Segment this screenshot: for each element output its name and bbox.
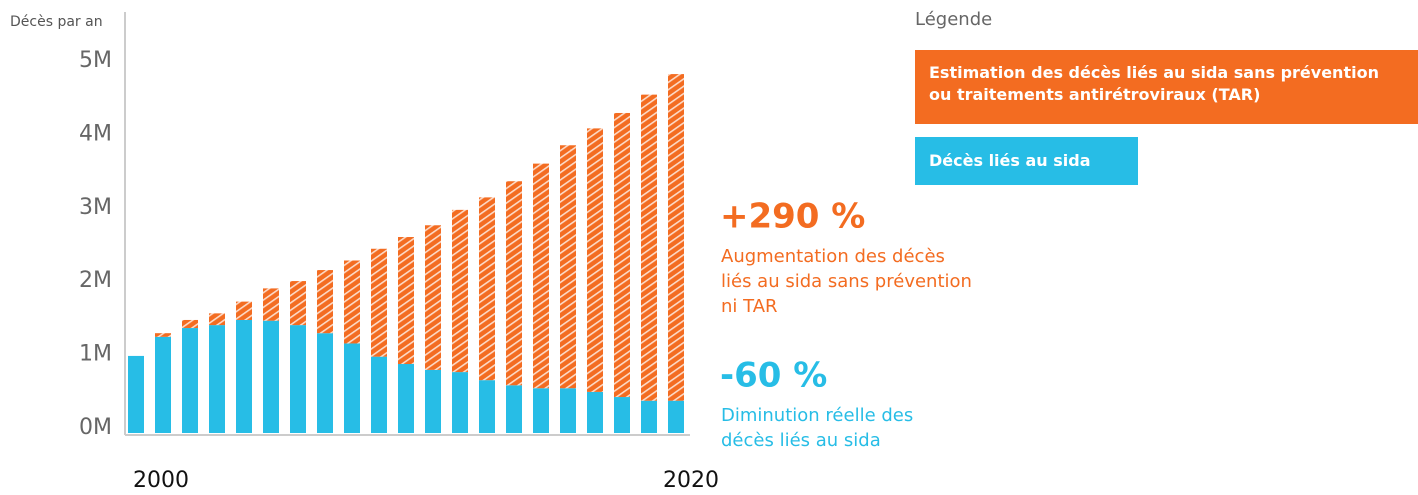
bar-segment [290, 281, 306, 326]
bar-segment [614, 112, 630, 398]
bar-segment [560, 388, 576, 433]
bar-segment [587, 391, 603, 433]
y-tick-label: 0M [79, 415, 112, 440]
bar-segment [425, 225, 441, 370]
bar-segment [371, 356, 387, 433]
annotation-text: décès liés au sida [721, 430, 881, 451]
annotation-text: Augmentation des décès [721, 246, 945, 267]
bar-segment [668, 74, 684, 401]
x-tick-label: 2020 [663, 468, 719, 493]
y-axis-label: Décès par an [10, 14, 103, 30]
bar-segment [506, 385, 522, 433]
bar-segment [533, 388, 549, 433]
bar-segment [344, 343, 360, 433]
y-tick-label: 2M [79, 268, 112, 293]
annotation-text: Diminution réelle des [721, 405, 913, 426]
bar-segment [587, 128, 603, 392]
y-tick-label: 3M [79, 195, 112, 220]
annotation-title: +290 % [720, 197, 865, 237]
annotation-text: ni TAR [721, 296, 778, 317]
y-tick-label: 5M [79, 48, 112, 73]
bar-segment [128, 355, 144, 433]
legend-entry: Estimation des décès liés au sida sans p… [915, 50, 1418, 124]
bar-segment [668, 400, 684, 433]
annotation-text: liés au sida sans prévention [721, 271, 972, 292]
bar-segment [371, 248, 387, 357]
legend-title: Légende [915, 9, 992, 30]
y-tick-label: 1M [79, 342, 112, 367]
bar-segment [614, 397, 630, 433]
bar-segment [290, 325, 306, 433]
bar-segment [425, 369, 441, 433]
bar-segment [236, 319, 252, 433]
bar-segment [560, 145, 576, 389]
bar-segment [506, 181, 522, 386]
bar-segment [263, 288, 279, 321]
x-tick-label: 2000 [133, 468, 189, 493]
bar-segment [155, 336, 171, 433]
bar-segment [182, 319, 198, 329]
bar-segment [452, 209, 468, 373]
bar-segment [263, 320, 279, 433]
y-tick-label: 4M [79, 121, 112, 146]
bar-segment [236, 301, 252, 320]
bar-segment [209, 325, 225, 433]
bar-segment [317, 270, 333, 334]
bar-segment [479, 197, 495, 381]
bar-segment [641, 400, 657, 433]
legend-entry: Décès liés au sida [915, 137, 1138, 185]
bar-segment [398, 364, 414, 433]
bar-segment [533, 163, 549, 389]
annotation-title: -60 % [720, 356, 827, 396]
bar-segment [317, 333, 333, 433]
bar-segment [452, 372, 468, 433]
bar-segment [155, 333, 171, 337]
bar-segment [182, 328, 198, 433]
bar-segment [344, 260, 360, 344]
bar-segment [209, 313, 225, 326]
bar-segment [479, 380, 495, 433]
bar-segment [641, 94, 657, 401]
bar-segment [398, 237, 414, 365]
